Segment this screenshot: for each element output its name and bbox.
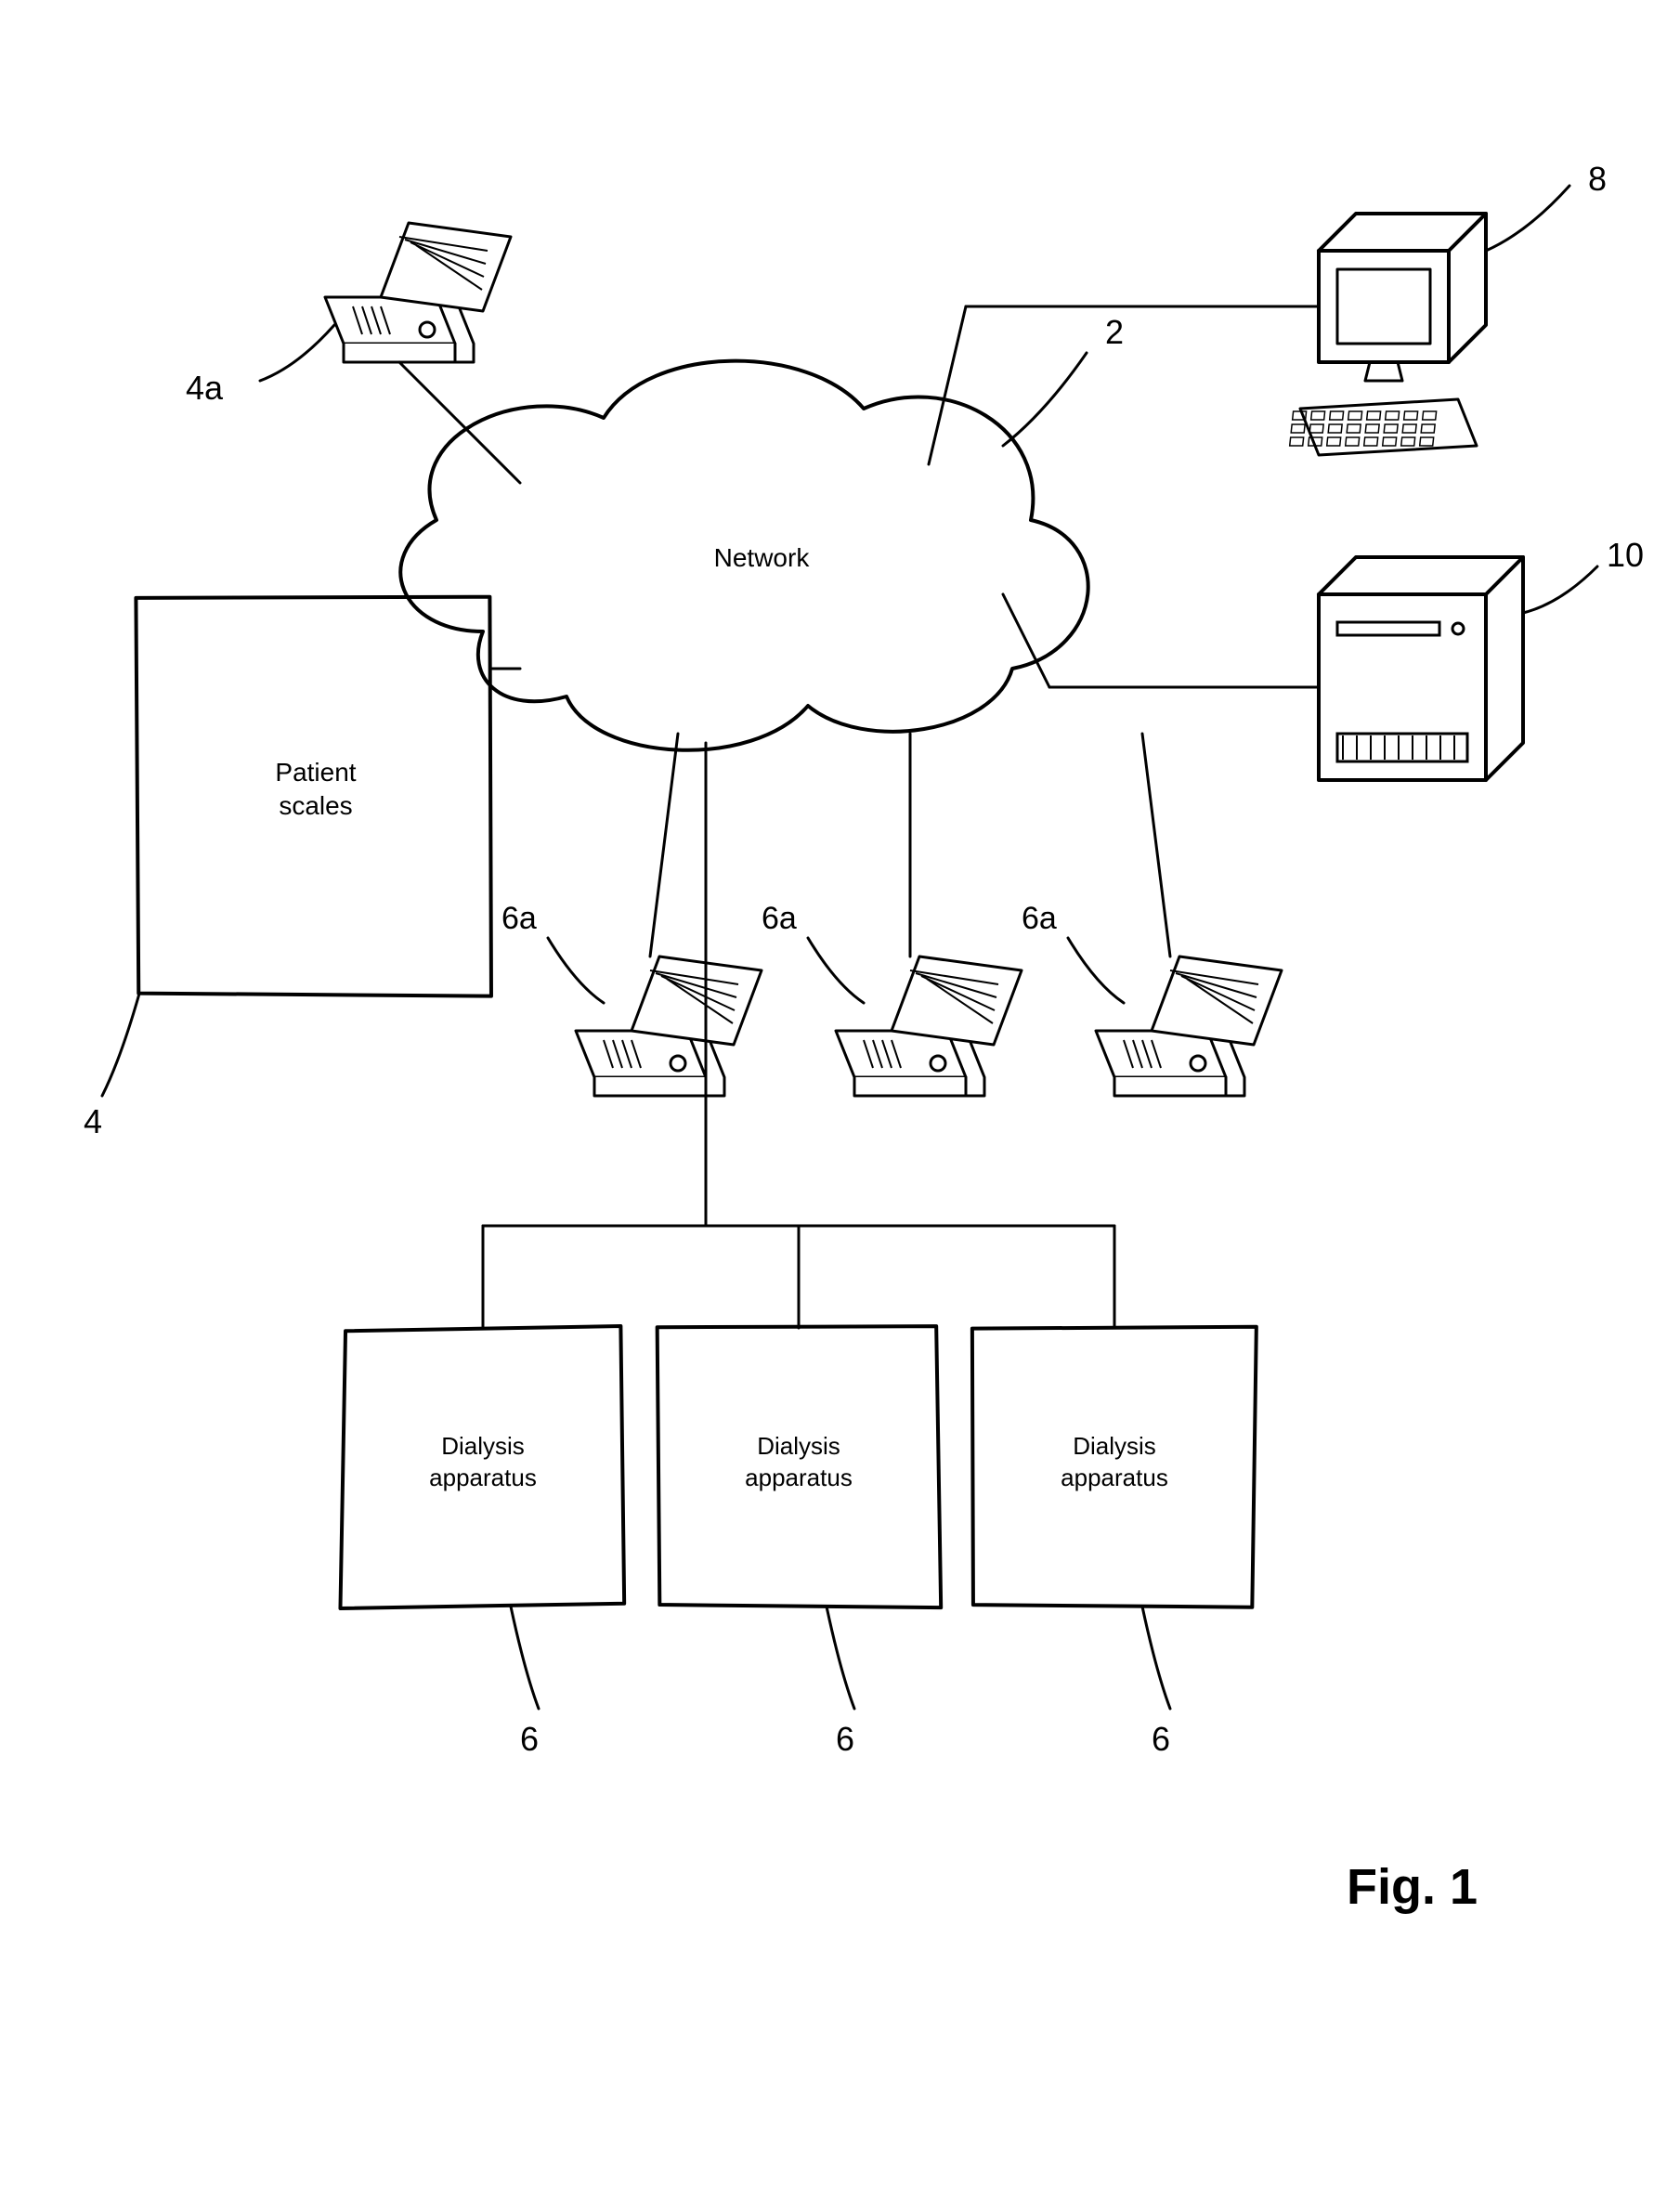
ref-6a-1: 6a — [762, 901, 797, 936]
svg-text:apparatus: apparatus — [1061, 1464, 1168, 1491]
ref-server: 10 — [1607, 536, 1644, 574]
svg-text:Patient: Patient — [275, 758, 356, 787]
monitor-icon — [836, 956, 1022, 1096]
workstation-icon — [1290, 214, 1486, 455]
dialysis-apparatus: Dialysis apparatus — [745, 1432, 853, 1491]
monitor-icon — [325, 223, 511, 362]
svg-text:apparatus: apparatus — [429, 1464, 537, 1491]
network-label: Network — [714, 543, 811, 572]
ref-6a-2: 6a — [1022, 901, 1057, 936]
monitor-icon — [576, 956, 762, 1096]
ref-dialysis-2: 6 — [1152, 1720, 1170, 1758]
ref-workstation: 8 — [1588, 160, 1607, 198]
ref-4a: 4a — [186, 369, 224, 407]
ref-network: 2 — [1105, 313, 1124, 351]
svg-text:Dialysis: Dialysis — [441, 1432, 525, 1460]
ref-dialysis-1: 6 — [836, 1720, 854, 1758]
svg-text:scales: scales — [279, 791, 352, 820]
dialysis-apparatus: Dialysis apparatus — [429, 1432, 537, 1491]
svg-text:Dialysis: Dialysis — [757, 1432, 840, 1460]
ref-dialysis-0: 6 — [520, 1720, 539, 1758]
svg-text:Dialysis: Dialysis — [1073, 1432, 1156, 1460]
ref-patient-scales: 4 — [84, 1102, 102, 1140]
patient-scales: Patient scales — [275, 758, 356, 820]
figure-label: Fig. 1 — [1347, 1859, 1478, 1915]
server-icon — [1319, 557, 1523, 780]
monitor-icon — [1096, 956, 1282, 1096]
dialysis-apparatus: Dialysis apparatus — [1061, 1432, 1168, 1491]
svg-text:apparatus: apparatus — [745, 1464, 853, 1491]
ref-6a-0: 6a — [501, 901, 537, 936]
